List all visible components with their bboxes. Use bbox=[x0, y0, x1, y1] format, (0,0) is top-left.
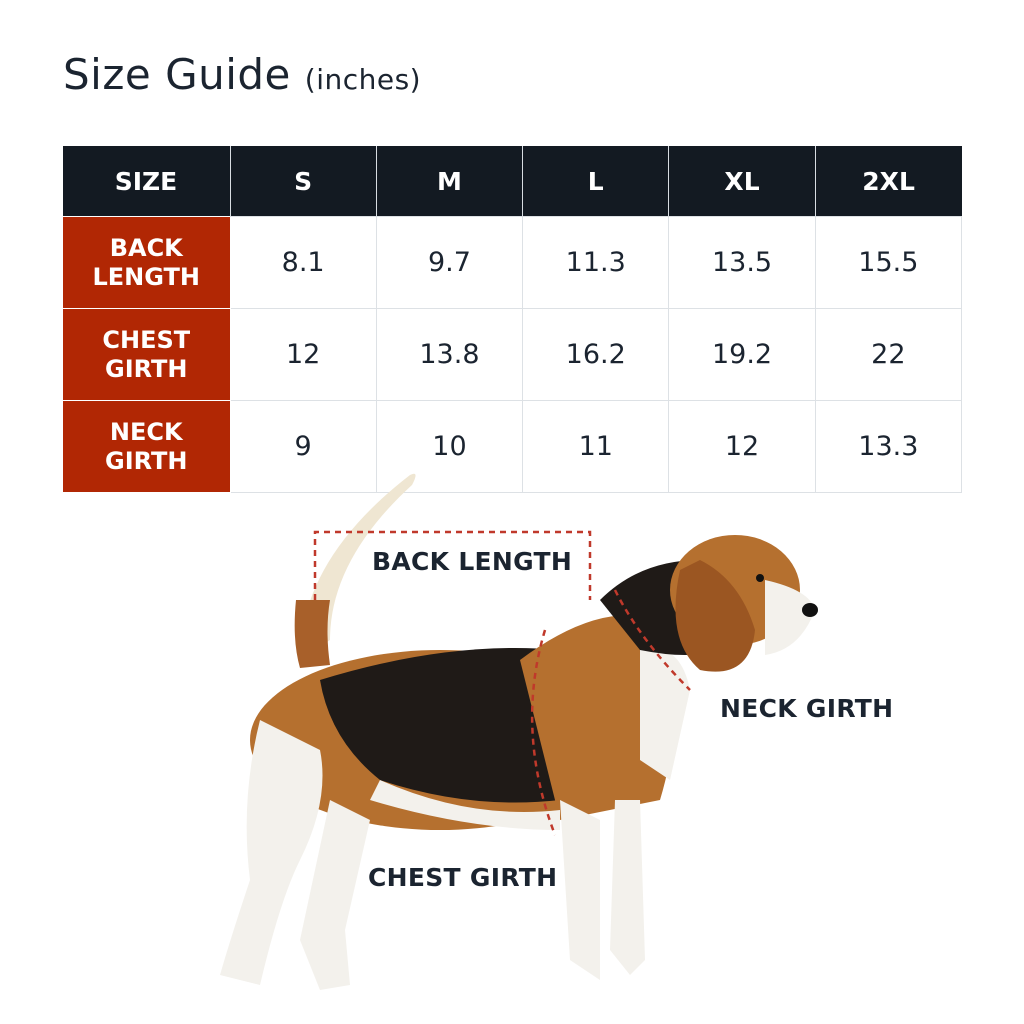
row-label-line2: GIRTH bbox=[105, 354, 188, 383]
value-cell: 22 bbox=[814, 308, 963, 401]
row-label: CHEST GIRTH bbox=[62, 308, 231, 401]
table-row: NECK GIRTH 9 10 11 12 13.3 bbox=[62, 400, 963, 493]
dog-body bbox=[220, 473, 818, 990]
value-cell: 13.8 bbox=[375, 308, 524, 401]
row-label-line1: BACK bbox=[109, 233, 183, 262]
header-cell: M bbox=[375, 146, 523, 217]
value-cell: 12 bbox=[668, 400, 816, 493]
neck-girth-line bbox=[613, 589, 691, 691]
title-text: Size Guide bbox=[63, 50, 291, 99]
header-cell: SIZE bbox=[62, 146, 230, 217]
chest-girth-label: CHEST GIRTH bbox=[368, 863, 558, 892]
value-cell: 12 bbox=[229, 308, 377, 401]
value-cell: 19.2 bbox=[668, 308, 816, 401]
value-cell: 9.7 bbox=[375, 216, 524, 309]
table-row: CHEST GIRTH 12 13.8 16.2 19.2 22 bbox=[62, 308, 963, 401]
value-cell: 15.5 bbox=[814, 216, 963, 309]
page-title: Size Guide (inches) bbox=[63, 50, 421, 99]
row-label-line1: NECK bbox=[109, 417, 183, 446]
row-label: BACK LENGTH bbox=[62, 216, 231, 309]
row-label-line1: CHEST bbox=[102, 325, 191, 354]
table-header-row: SIZE S M L XL 2XL bbox=[62, 146, 962, 217]
value-cell: 16.2 bbox=[522, 308, 670, 401]
neck-girth-label: NECK GIRTH bbox=[720, 694, 894, 723]
value-cell: 13.3 bbox=[814, 400, 963, 493]
title-unit: (inches) bbox=[304, 63, 422, 96]
value-cell: 11 bbox=[522, 400, 670, 493]
header-cell: 2XL bbox=[814, 146, 962, 217]
value-cell: 10 bbox=[375, 400, 524, 493]
value-cell: 13.5 bbox=[668, 216, 816, 309]
beagle-illustration bbox=[220, 473, 818, 990]
back-length-label: BACK LENGTH bbox=[372, 547, 573, 576]
row-label: NECK GIRTH bbox=[62, 400, 231, 493]
row-label-line2: GIRTH bbox=[105, 446, 188, 475]
value-cell: 11.3 bbox=[522, 216, 670, 309]
back-length-line bbox=[313, 530, 592, 600]
header-cell: S bbox=[229, 146, 377, 217]
value-cell: 9 bbox=[229, 400, 377, 493]
row-label-line2: LENGTH bbox=[92, 262, 200, 291]
header-cell: L bbox=[522, 146, 669, 217]
table-row: BACK LENGTH 8.1 9.7 11.3 13.5 15.5 bbox=[62, 216, 963, 309]
size-table: SIZE S M L XL 2XL BACK LENGTH 8.1 9.7 11.3 13… bbox=[62, 146, 963, 493]
value-cell: 8.1 bbox=[229, 216, 377, 309]
chest-girth-line bbox=[530, 629, 557, 836]
measure-lines bbox=[313, 530, 691, 836]
header-cell: XL bbox=[668, 146, 816, 217]
